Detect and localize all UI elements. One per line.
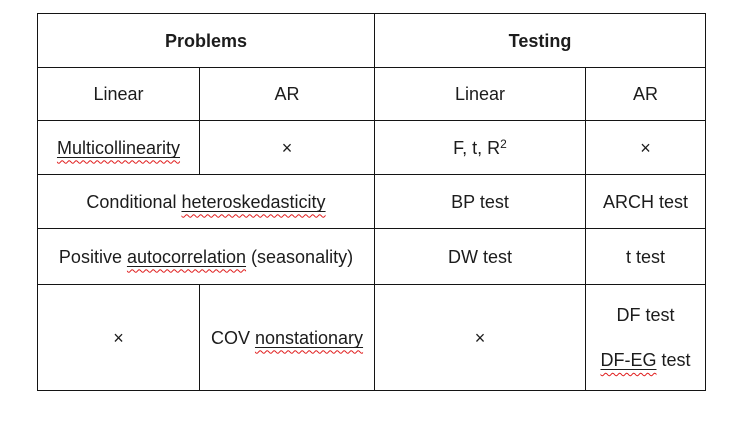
table-body: Problems Testing Linear AR Linear AR Multicoll… xyxy=(37,13,706,391)
cell-line: COV nonstationary xyxy=(203,326,371,350)
cell-text: Problems xyxy=(164,30,248,51)
cell-text: t test xyxy=(625,246,665,267)
cell-test-dw: DW test xyxy=(374,228,586,285)
spellcheck-squiggle: autocorrelation xyxy=(126,246,247,267)
problems-testing-table: Problems Testing Linear AR Linear AR Multicoll… xyxy=(37,13,706,391)
cell-line: Conditional heteroskedasticity xyxy=(41,190,371,214)
cell-not-applicable: × xyxy=(199,120,375,175)
cell-text: × xyxy=(640,137,651,158)
cell-text: test xyxy=(656,350,691,370)
misspelled-underlined-word: heteroskedasticity xyxy=(181,192,325,212)
misspelled-underlined-word: autocorrelation xyxy=(127,247,246,267)
superscript-text: 2 xyxy=(500,136,507,151)
cell-text: × xyxy=(474,327,486,348)
cell-line: × xyxy=(41,326,196,350)
subheader-testing-ar: AR xyxy=(585,67,706,121)
cell-line: × xyxy=(378,326,582,350)
cell-line: Multicollinearity xyxy=(41,136,196,160)
cell-line: AR xyxy=(203,82,371,106)
misspelled-underlined-word: Multicollinearity xyxy=(57,138,180,158)
misspelled-underlined-word: nonstationary xyxy=(255,328,363,348)
cell-line: Linear xyxy=(378,82,582,106)
cell-line: F, t, R2 xyxy=(378,136,582,160)
header-problems: Problems xyxy=(37,13,375,68)
cell-text: COV xyxy=(210,327,255,348)
subheader-problems-ar: AR xyxy=(199,67,375,121)
cell-text: DF test xyxy=(616,305,675,325)
cell-text: BP test xyxy=(451,191,509,212)
cell-text: AR xyxy=(274,84,300,104)
cell-not-applicable: × xyxy=(374,284,586,391)
cell-line: Linear xyxy=(41,82,196,106)
cell-text: × xyxy=(281,137,293,158)
cell-text: Linear xyxy=(93,84,144,104)
row-multicollinearity: Multicollinearity × F, t, R2 × xyxy=(37,120,706,175)
spellcheck-squiggle: nonstationary xyxy=(254,327,364,348)
subheader-testing-linear: Linear xyxy=(374,67,586,121)
cell-test-t: t test xyxy=(585,228,706,285)
cell-line: × xyxy=(203,136,371,160)
cell-text: Conditional xyxy=(86,191,182,212)
cell-line: DF test xyxy=(589,303,702,327)
cell-line: × xyxy=(589,136,702,160)
cell-text: Testing xyxy=(508,30,572,51)
row-heteroskedasticity: Conditional heteroskedasticity BP test ARC… xyxy=(37,174,706,229)
cell-test-f-t-r2: F, t, R2 xyxy=(374,120,586,175)
cell-test-df: DF test DF-EG test xyxy=(585,284,706,391)
cell-text: × xyxy=(113,327,124,348)
subheader-row: Linear AR Linear AR xyxy=(37,67,706,121)
row-nonstationary: × COV nonstationary × DF test DF-EG test xyxy=(37,284,706,391)
cell-line: DW test xyxy=(378,245,582,269)
spellcheck-squiggle: DF-EG xyxy=(600,350,657,370)
cell-problem-cov-nonstationary: COV nonstationary xyxy=(199,284,375,391)
cell-line: DF-EG test xyxy=(589,348,702,372)
cell-line: Positive autocorrelation (seasonality) xyxy=(41,245,371,269)
header-testing: Testing xyxy=(374,13,706,68)
cell-not-applicable: × xyxy=(37,284,200,391)
cell-text: Linear xyxy=(454,84,506,104)
misspelled-underlined-word: DF-EG xyxy=(600,350,656,370)
cell-line: ARCH test xyxy=(589,190,702,214)
cell-line: Testing xyxy=(378,29,702,53)
header-group-row: Problems Testing xyxy=(37,13,706,68)
cell-problem-positive-autocorrelation: Positive autocorrelation (seasonality) xyxy=(37,228,375,285)
cell-problem-multicollinearity: Multicollinearity xyxy=(37,120,200,175)
cell-text: DW test xyxy=(447,246,512,267)
cell-line: AR xyxy=(589,82,702,106)
cell-text: Positive xyxy=(58,246,127,267)
cell-not-applicable: × xyxy=(585,120,706,175)
spellcheck-squiggle: heteroskedasticity xyxy=(181,191,326,212)
cell-text: ARCH test xyxy=(602,191,689,212)
cell-line: t test xyxy=(589,245,702,269)
cell-text: (seasonality) xyxy=(246,246,354,267)
cell-test-arch: ARCH test xyxy=(585,174,706,229)
cell-test-bp: BP test xyxy=(374,174,586,229)
cell-text: F, t, R xyxy=(453,137,501,158)
row-autocorrelation: Positive autocorrelation (seasonality) DW… xyxy=(37,228,706,285)
cell-text: AR xyxy=(632,84,658,104)
cell-problem-conditional-heteroskedasticity: Conditional heteroskedasticity xyxy=(37,174,375,229)
spellcheck-squiggle: Multicollinearity xyxy=(56,137,181,158)
subheader-problems-linear: Linear xyxy=(37,67,200,121)
cell-line: Problems xyxy=(41,29,371,53)
cell-line: BP test xyxy=(378,190,582,214)
